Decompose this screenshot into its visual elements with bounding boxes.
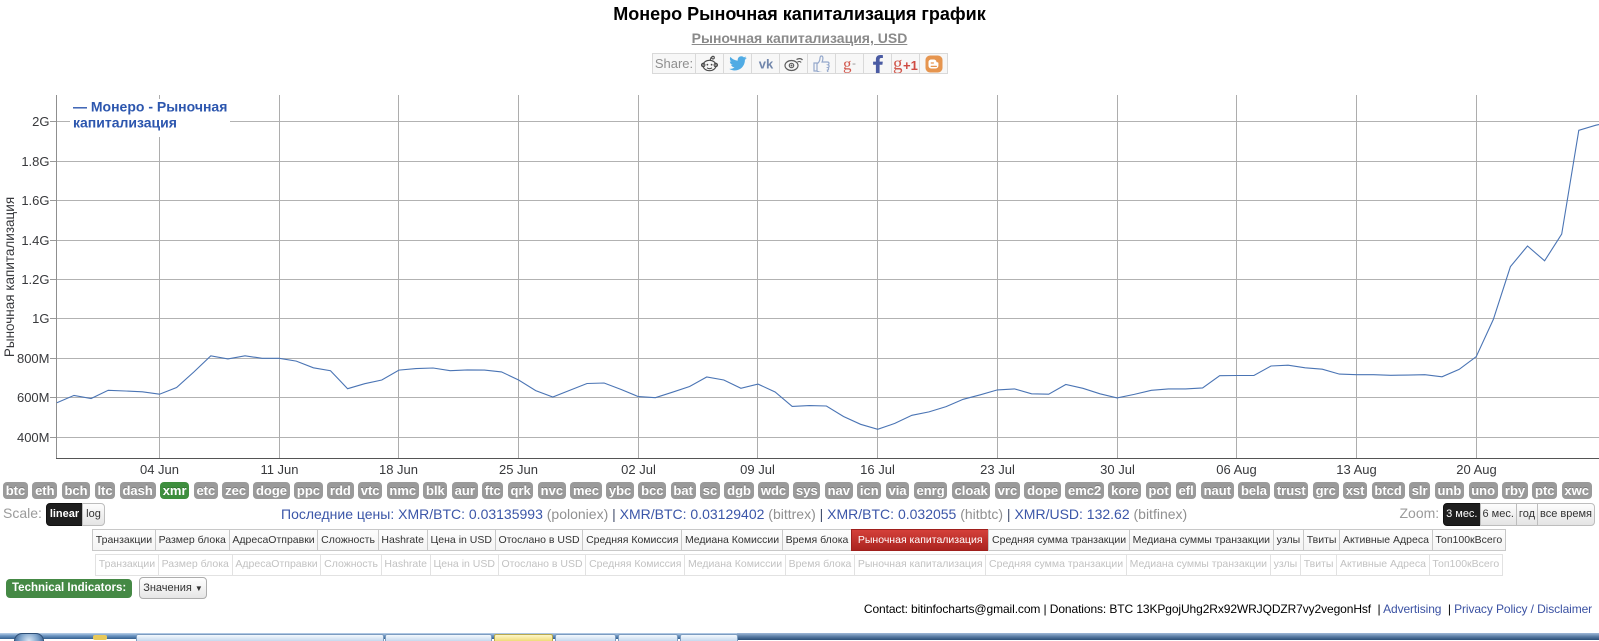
svg-text:25 Jun: 25 Jun — [499, 462, 538, 477]
svg-text:20 Aug: 20 Aug — [1456, 462, 1497, 477]
svg-text:+1: +1 — [903, 58, 918, 73]
svg-text:капитализация: капитализация — [73, 115, 177, 131]
svg-text:02 Jul: 02 Jul — [621, 462, 656, 477]
svg-text:1G: 1G — [32, 311, 49, 326]
svg-text:30 Jul: 30 Jul — [1100, 462, 1135, 477]
svg-text:11 Jun: 11 Jun — [260, 462, 298, 477]
svg-text:06 Aug: 06 Aug — [1216, 462, 1257, 477]
svg-text:600M: 600M — [17, 390, 50, 405]
svg-text:1.4G: 1.4G — [21, 233, 49, 248]
svg-text:400M: 400M — [17, 430, 50, 445]
svg-text:23 Jul: 23 Jul — [980, 462, 1015, 477]
svg-text:g: g — [843, 55, 852, 73]
svg-text:800M: 800M — [17, 351, 50, 366]
svg-text:2G: 2G — [32, 114, 49, 129]
svg-text:18 Jun: 18 Jun — [379, 462, 418, 477]
svg-text:1.6G: 1.6G — [21, 193, 49, 208]
svg-text:Рыночная капитализация: Рыночная капитализация — [2, 197, 17, 357]
svg-text:09 Jul: 09 Jul — [740, 462, 775, 477]
svg-text:1.2G: 1.2G — [21, 272, 49, 287]
svg-text:-: - — [852, 56, 856, 70]
svg-text:— Монеро - Рыночная: — Монеро - Рыночная — [73, 99, 227, 115]
svg-text:13 Aug: 13 Aug — [1336, 462, 1377, 477]
svg-text:16 Jul: 16 Jul — [860, 462, 895, 477]
svg-text:vk: vk — [758, 57, 773, 71]
svg-text:1.8G: 1.8G — [21, 154, 49, 169]
svg-text:g: g — [893, 54, 903, 73]
svg-text:04 Jun: 04 Jun — [140, 462, 179, 477]
